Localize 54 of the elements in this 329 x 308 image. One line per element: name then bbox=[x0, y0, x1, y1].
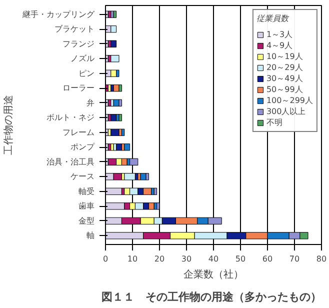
bar bbox=[110, 114, 117, 122]
legend-label: 100～299人 bbox=[266, 95, 313, 106]
y-tick-label: ポンプ bbox=[70, 142, 96, 152]
bar bbox=[154, 188, 158, 195]
bar bbox=[110, 40, 117, 48]
bar bbox=[110, 10, 114, 18]
x-axis-title: 企業数（社） bbox=[184, 268, 244, 280]
x-tick-label: 40 bbox=[208, 254, 219, 264]
legend-label: 50～99人 bbox=[266, 84, 303, 95]
bar bbox=[118, 114, 122, 122]
legend-label: 20～29人 bbox=[266, 62, 303, 73]
y-tick-label: ピン bbox=[78, 68, 94, 78]
bar bbox=[121, 128, 125, 136]
legend-label: 1～3人 bbox=[266, 29, 293, 40]
legend-label: 不明 bbox=[266, 117, 284, 128]
legend-title: 従業員数 bbox=[256, 13, 290, 24]
y-tick-label: ボルト・ネジ bbox=[46, 113, 94, 122]
text: 図１１ その工作物の用途（多かったもの） bbox=[102, 290, 322, 304]
x-tick-label: 60 bbox=[262, 254, 273, 264]
bar bbox=[156, 202, 160, 210]
y-tick-label: 軸 bbox=[86, 231, 94, 240]
y-tick-label: 継手・カップリング bbox=[22, 10, 96, 19]
x-tick-label: 0 bbox=[102, 254, 108, 264]
legend-label: 4～9人 bbox=[266, 40, 293, 51]
bar bbox=[113, 99, 120, 106]
legend-label: 10～19人 bbox=[266, 51, 303, 62]
legend-label: 30～49人 bbox=[266, 73, 303, 84]
x-tick-label: 80 bbox=[316, 254, 327, 264]
bar bbox=[113, 10, 117, 18]
bar bbox=[110, 144, 114, 151]
bar bbox=[116, 144, 122, 151]
bar bbox=[113, 84, 120, 92]
legend-label: 300人以上 bbox=[266, 106, 306, 117]
y-tick-label: 歯車 bbox=[78, 202, 94, 211]
y-tick-label: 治具・治工具 bbox=[46, 157, 94, 166]
x-tick-label: 70 bbox=[289, 254, 300, 264]
bar bbox=[124, 144, 130, 151]
y-tick-label: ローラー bbox=[62, 84, 94, 93]
x-tick-label: 20 bbox=[154, 254, 165, 264]
y-tick-label: 弁 bbox=[86, 98, 94, 108]
y-tick-label: 軸受 bbox=[78, 186, 94, 196]
bar bbox=[110, 55, 120, 62]
y-tick-label: フランジ bbox=[62, 39, 94, 48]
y-tick-label: 金型 bbox=[78, 216, 94, 226]
y-tick-label: ブラケット bbox=[54, 24, 94, 34]
bar bbox=[110, 128, 120, 136]
x-tick-label: 10 bbox=[127, 254, 138, 264]
x-tick-label: 50 bbox=[235, 254, 246, 264]
y-tick-label: ノズル bbox=[70, 54, 94, 64]
x-tick-label: 30 bbox=[181, 254, 192, 264]
y-tick-label: ケース bbox=[70, 172, 94, 182]
y-tick-label: フレーム bbox=[62, 128, 94, 137]
bar bbox=[140, 173, 146, 180]
y-axis-title: 工作物の用途 bbox=[2, 95, 14, 155]
